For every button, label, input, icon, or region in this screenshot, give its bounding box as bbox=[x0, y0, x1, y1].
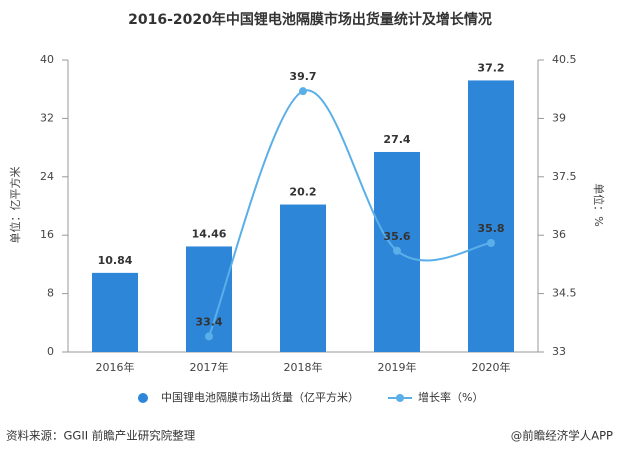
value-label: 35.6 bbox=[383, 230, 410, 243]
line-marker bbox=[205, 332, 213, 341]
credit: @前瞻经济学人APP bbox=[511, 429, 613, 443]
x-tick-label: 2017年 bbox=[190, 360, 229, 374]
line-marker bbox=[487, 238, 495, 247]
bar bbox=[468, 80, 514, 352]
line-marker bbox=[299, 87, 307, 96]
x-tick-label: 2020年 bbox=[472, 360, 511, 374]
y-tick-label: 8 bbox=[47, 287, 54, 300]
value-label: 35.8 bbox=[477, 222, 504, 235]
legend-marker bbox=[396, 394, 404, 402]
legend-label: 增长率（%） bbox=[418, 390, 483, 404]
source: 资料来源：GGII 前瞻产业研究院整理 bbox=[6, 429, 196, 443]
y-tick-label: 32 bbox=[40, 111, 54, 124]
y2-axis-label: 单位：% bbox=[592, 183, 606, 226]
legend-marker bbox=[138, 393, 148, 403]
bar bbox=[280, 204, 326, 352]
y2-tick-label: 36 bbox=[552, 228, 566, 241]
y-tick-label: 24 bbox=[40, 170, 54, 183]
x-tick-label: 2019年 bbox=[378, 360, 417, 374]
y-tick-label: 16 bbox=[40, 228, 54, 241]
value-label: 20.2 bbox=[289, 186, 316, 199]
value-label: 33.4 bbox=[195, 315, 222, 328]
bar bbox=[92, 272, 138, 352]
y-tick-label: 40 bbox=[40, 53, 54, 66]
line-marker bbox=[393, 246, 401, 255]
chart-title: 2016-2020年中国锂电池隔膜市场出货量统计及增长情况 bbox=[128, 11, 492, 28]
x-tick-label: 2018年 bbox=[284, 360, 323, 374]
value-label: 14.46 bbox=[192, 227, 227, 240]
y-tick-label: 0 bbox=[47, 345, 54, 358]
value-label: 37.2 bbox=[477, 61, 504, 74]
y2-tick-label: 37.5 bbox=[552, 170, 577, 183]
value-label: 10.84 bbox=[98, 254, 133, 267]
y-axis-label: 单位：亿平方米 bbox=[8, 167, 22, 244]
x-tick-label: 2016年 bbox=[96, 360, 135, 374]
y2-tick-label: 34.5 bbox=[552, 287, 577, 300]
y2-tick-label: 33 bbox=[552, 345, 566, 358]
line bbox=[208, 89, 492, 337]
value-label: 39.7 bbox=[289, 70, 316, 83]
legend-label: 中国锂电池隔膜市场出货量（亿平方米） bbox=[161, 390, 359, 404]
y2-tick-label: 40.5 bbox=[552, 53, 577, 66]
value-label: 27.4 bbox=[383, 133, 410, 146]
y2-tick-label: 39 bbox=[552, 111, 566, 124]
